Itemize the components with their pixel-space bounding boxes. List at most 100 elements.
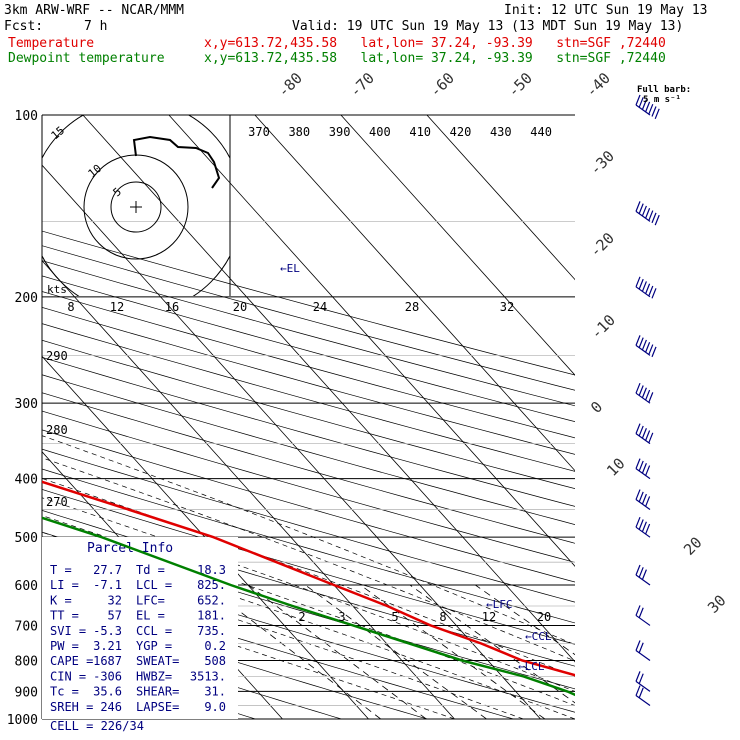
parcel-row-value: 508 bbox=[204, 654, 226, 668]
isotherm-label: -70 bbox=[346, 69, 378, 101]
theta-label: 370 bbox=[248, 125, 270, 139]
mixing-ratio-label: 20 bbox=[537, 610, 551, 624]
hodograph-units: kts bbox=[47, 283, 67, 296]
parcel-row-label: LAPSE= bbox=[136, 700, 179, 714]
parcel-row-value: 32 bbox=[108, 593, 122, 607]
hodograph-trace bbox=[132, 135, 221, 189]
dewpoint-profile bbox=[42, 516, 575, 697]
wind-barb bbox=[635, 458, 651, 480]
theta-label: 390 bbox=[329, 125, 351, 139]
theta-label: 430 bbox=[490, 125, 512, 139]
parcel-row-value: 0.2 bbox=[204, 639, 226, 653]
wind-barb bbox=[635, 671, 651, 692]
legend-dewpoint-name: Dewpoint temperature bbox=[8, 51, 165, 66]
parcel-row-label: CCL = bbox=[136, 624, 172, 638]
parcel-row-value: 735. bbox=[197, 624, 226, 638]
parcel-row-label: HWBZ= bbox=[136, 669, 172, 683]
theta-label: 420 bbox=[450, 125, 472, 139]
parcel-row-value: 27.7 bbox=[93, 563, 122, 577]
isotherm-label: 0 bbox=[587, 398, 606, 417]
isotherms bbox=[42, 115, 575, 719]
parcel-row-label: TT = bbox=[50, 609, 79, 623]
parcel-box-bg bbox=[42, 537, 238, 719]
wind-barb bbox=[635, 201, 660, 226]
hodograph-speed-tick: 28 bbox=[405, 300, 419, 314]
parcel-row-value: 3.21 bbox=[93, 639, 122, 653]
wind-barb bbox=[635, 276, 657, 299]
isotherm-label: 10 bbox=[603, 454, 629, 480]
parcel-row-value: 825. bbox=[197, 578, 226, 592]
wind-barb bbox=[635, 489, 651, 511]
isotherm-label: -10 bbox=[587, 311, 619, 343]
parcel-row-label: Tc = bbox=[50, 685, 79, 699]
mixing-ratio-label: 2 bbox=[298, 610, 305, 624]
pressure-label: 400 bbox=[15, 473, 38, 488]
legend-dewpoint-info: x,y=613.72,435.58 lat,lon= 37.24, -93.39… bbox=[204, 51, 666, 66]
wind-barb bbox=[635, 382, 654, 404]
model-title: 3km ARW-WRF -- NCAR/MMM bbox=[4, 3, 185, 18]
parcel-row-label: PW = bbox=[50, 639, 79, 653]
pressure-label: 500 bbox=[15, 531, 38, 546]
isotherm-label: -30 bbox=[586, 147, 618, 179]
pressure-label: 600 bbox=[15, 579, 38, 594]
parcel-row-value: 652. bbox=[197, 593, 226, 607]
wind-barb bbox=[635, 335, 657, 358]
pressure-label: 200 bbox=[15, 291, 38, 306]
pressure-label: 900 bbox=[15, 685, 38, 700]
hodograph-ring-label: 10 bbox=[86, 162, 105, 180]
mixing-ratio-line bbox=[305, 584, 487, 719]
wind-barb bbox=[635, 423, 654, 445]
legend-temperature-info: x,y=613.72,435.58 lat,lon= 37.24, -93.39… bbox=[204, 36, 666, 51]
isotherm-line bbox=[426, 115, 575, 281]
mixing-ratio-label: 8 bbox=[439, 610, 446, 624]
init-time: Init: 12 UTC Sun 19 May 13 bbox=[504, 3, 708, 18]
isotherm-label: -80 bbox=[274, 69, 306, 101]
isotherm-line bbox=[168, 115, 575, 567]
hodograph-speed-tick: 32 bbox=[500, 300, 514, 314]
wind-barbs bbox=[635, 94, 660, 707]
isotherm-label: -20 bbox=[586, 229, 618, 261]
theta-label-left: 270 bbox=[46, 495, 68, 509]
isotherm-label: -60 bbox=[426, 69, 458, 101]
wind-barb bbox=[635, 94, 660, 120]
barb-legend-line2: 5 m s⁻¹ bbox=[643, 95, 681, 105]
hodograph-speed-tick: 12 bbox=[110, 300, 124, 314]
parcel-row-value: 35.6 bbox=[93, 685, 122, 699]
parcel-row-label: SREH = bbox=[50, 700, 93, 714]
pressure-label: 100 bbox=[15, 109, 38, 124]
hodograph-ring-label: 15 bbox=[49, 124, 68, 142]
forecast-value: 7 h bbox=[84, 19, 108, 34]
isotherm-line bbox=[42, 355, 369, 719]
mixing-ratio-line bbox=[409, 584, 575, 704]
parcel-row-label: EL = bbox=[136, 609, 165, 623]
parcel-row-label: LCL = bbox=[136, 578, 172, 592]
parcel-row-label: Td = bbox=[136, 563, 165, 577]
parcel-row-label: T = bbox=[50, 563, 72, 577]
parcel-row-value: 181. bbox=[197, 609, 226, 623]
barb-legend-line1: Full barb: bbox=[637, 85, 692, 95]
parcel-row-label: YGP = bbox=[136, 639, 172, 653]
level-annotation: ←LFC bbox=[486, 598, 513, 611]
parcel-row-value: 18.3 bbox=[197, 563, 226, 577]
isotherm-line bbox=[82, 115, 575, 663]
level-annotation: ←LCL bbox=[518, 660, 545, 673]
moist-adiabat bbox=[42, 554, 524, 719]
parcel-row-label: SHEAR= bbox=[136, 685, 179, 699]
isotherm-label: -40 bbox=[582, 69, 614, 101]
mixing-ratio-label: 5 bbox=[391, 610, 398, 624]
parcel-row-label: LI = bbox=[50, 578, 79, 592]
theta-label: 440 bbox=[530, 125, 552, 139]
parcel-row-value: -306 bbox=[93, 669, 122, 683]
level-annotation: ←CCL bbox=[525, 630, 552, 643]
parcel-row-value: 3513. bbox=[190, 669, 226, 683]
pressure-label: 800 bbox=[15, 654, 38, 669]
isotherm-label: 30 bbox=[704, 591, 730, 617]
theta-label: 380 bbox=[288, 125, 310, 139]
parcel-info-footer: CELL = 226/34 bbox=[50, 719, 144, 733]
forecast-label: Fcst: bbox=[4, 19, 44, 34]
parcel-row-value: 246 bbox=[100, 700, 122, 714]
parcel-row-value: -5.3 bbox=[93, 624, 122, 638]
